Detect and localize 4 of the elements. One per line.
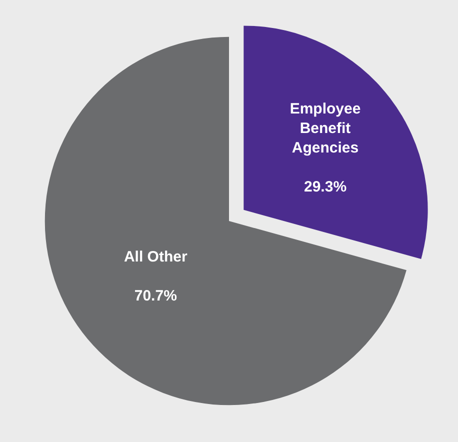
data-label: 29.3% — [304, 178, 347, 196]
slice-label: Employee Benefit Agencies — [290, 100, 361, 156]
slice-label: All Other — [124, 248, 188, 266]
data-label: 70.7% — [134, 288, 177, 305]
